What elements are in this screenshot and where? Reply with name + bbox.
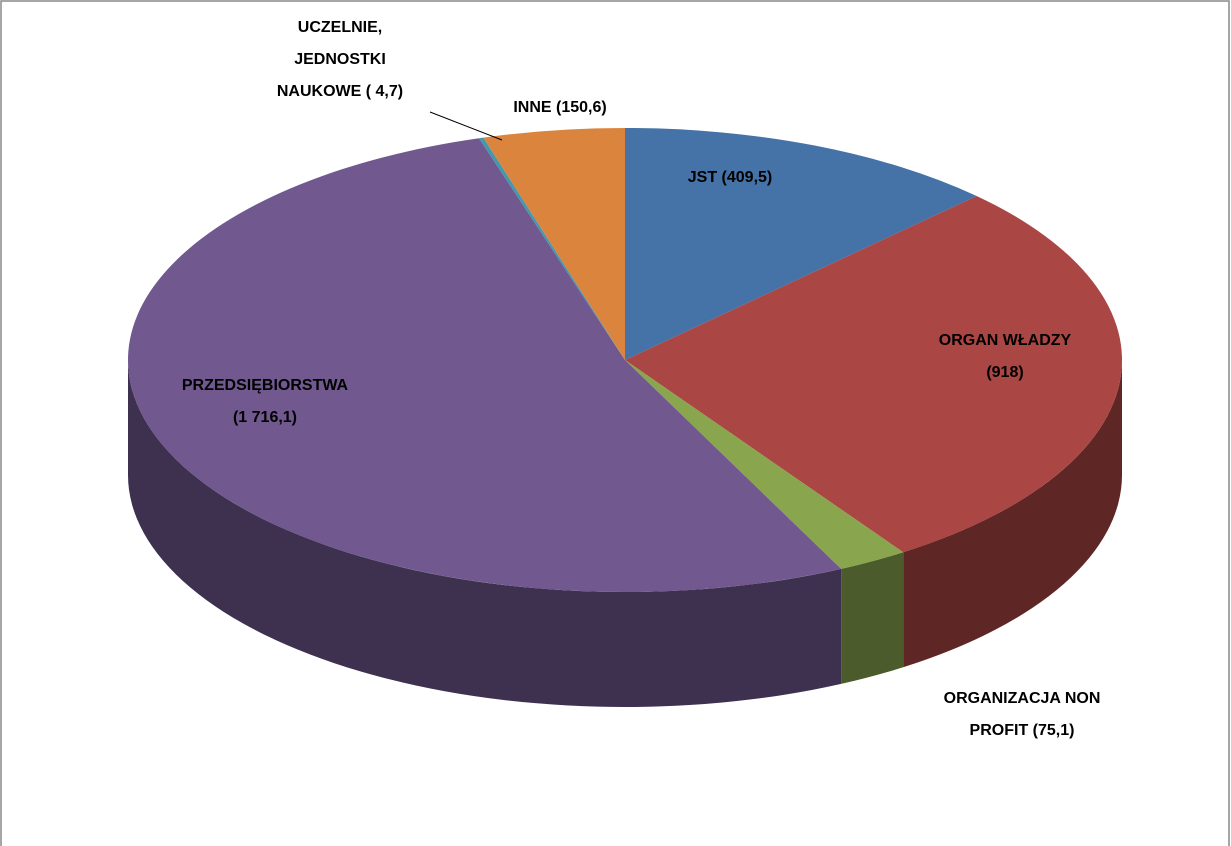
pie-slice	[127, 138, 842, 592]
data-label: INNE (150,6)	[513, 99, 606, 116]
data-label: PRZEDSIĘBIORSTWA (1 716,1)	[182, 377, 349, 426]
data-label: JST (409,5)	[688, 169, 772, 186]
pie-slice	[625, 360, 904, 569]
pie-tops	[127, 128, 1122, 592]
leader-line	[429, 111, 503, 141]
pie-slice	[625, 196, 1122, 553]
pie-slice	[483, 128, 625, 360]
pie-side	[903, 360, 1122, 668]
labels: JST (409,5) ORGAN WŁADZY (918) ORGANIZACJA …	[182, 19, 1100, 739]
pie-sides	[128, 360, 1122, 707]
data-label: UCZELNIE, JEDNOSTKI NAUKOWE ( 4,7)	[277, 19, 403, 100]
pie-side	[128, 360, 842, 707]
data-label: ORGAN WŁADZY (918)	[939, 332, 1072, 381]
data-label: ORGANIZACJA NON PROFIT (75,1)	[944, 690, 1101, 739]
pie-slice	[625, 128, 977, 360]
pie-slice	[479, 137, 625, 360]
pie-side	[841, 552, 904, 684]
